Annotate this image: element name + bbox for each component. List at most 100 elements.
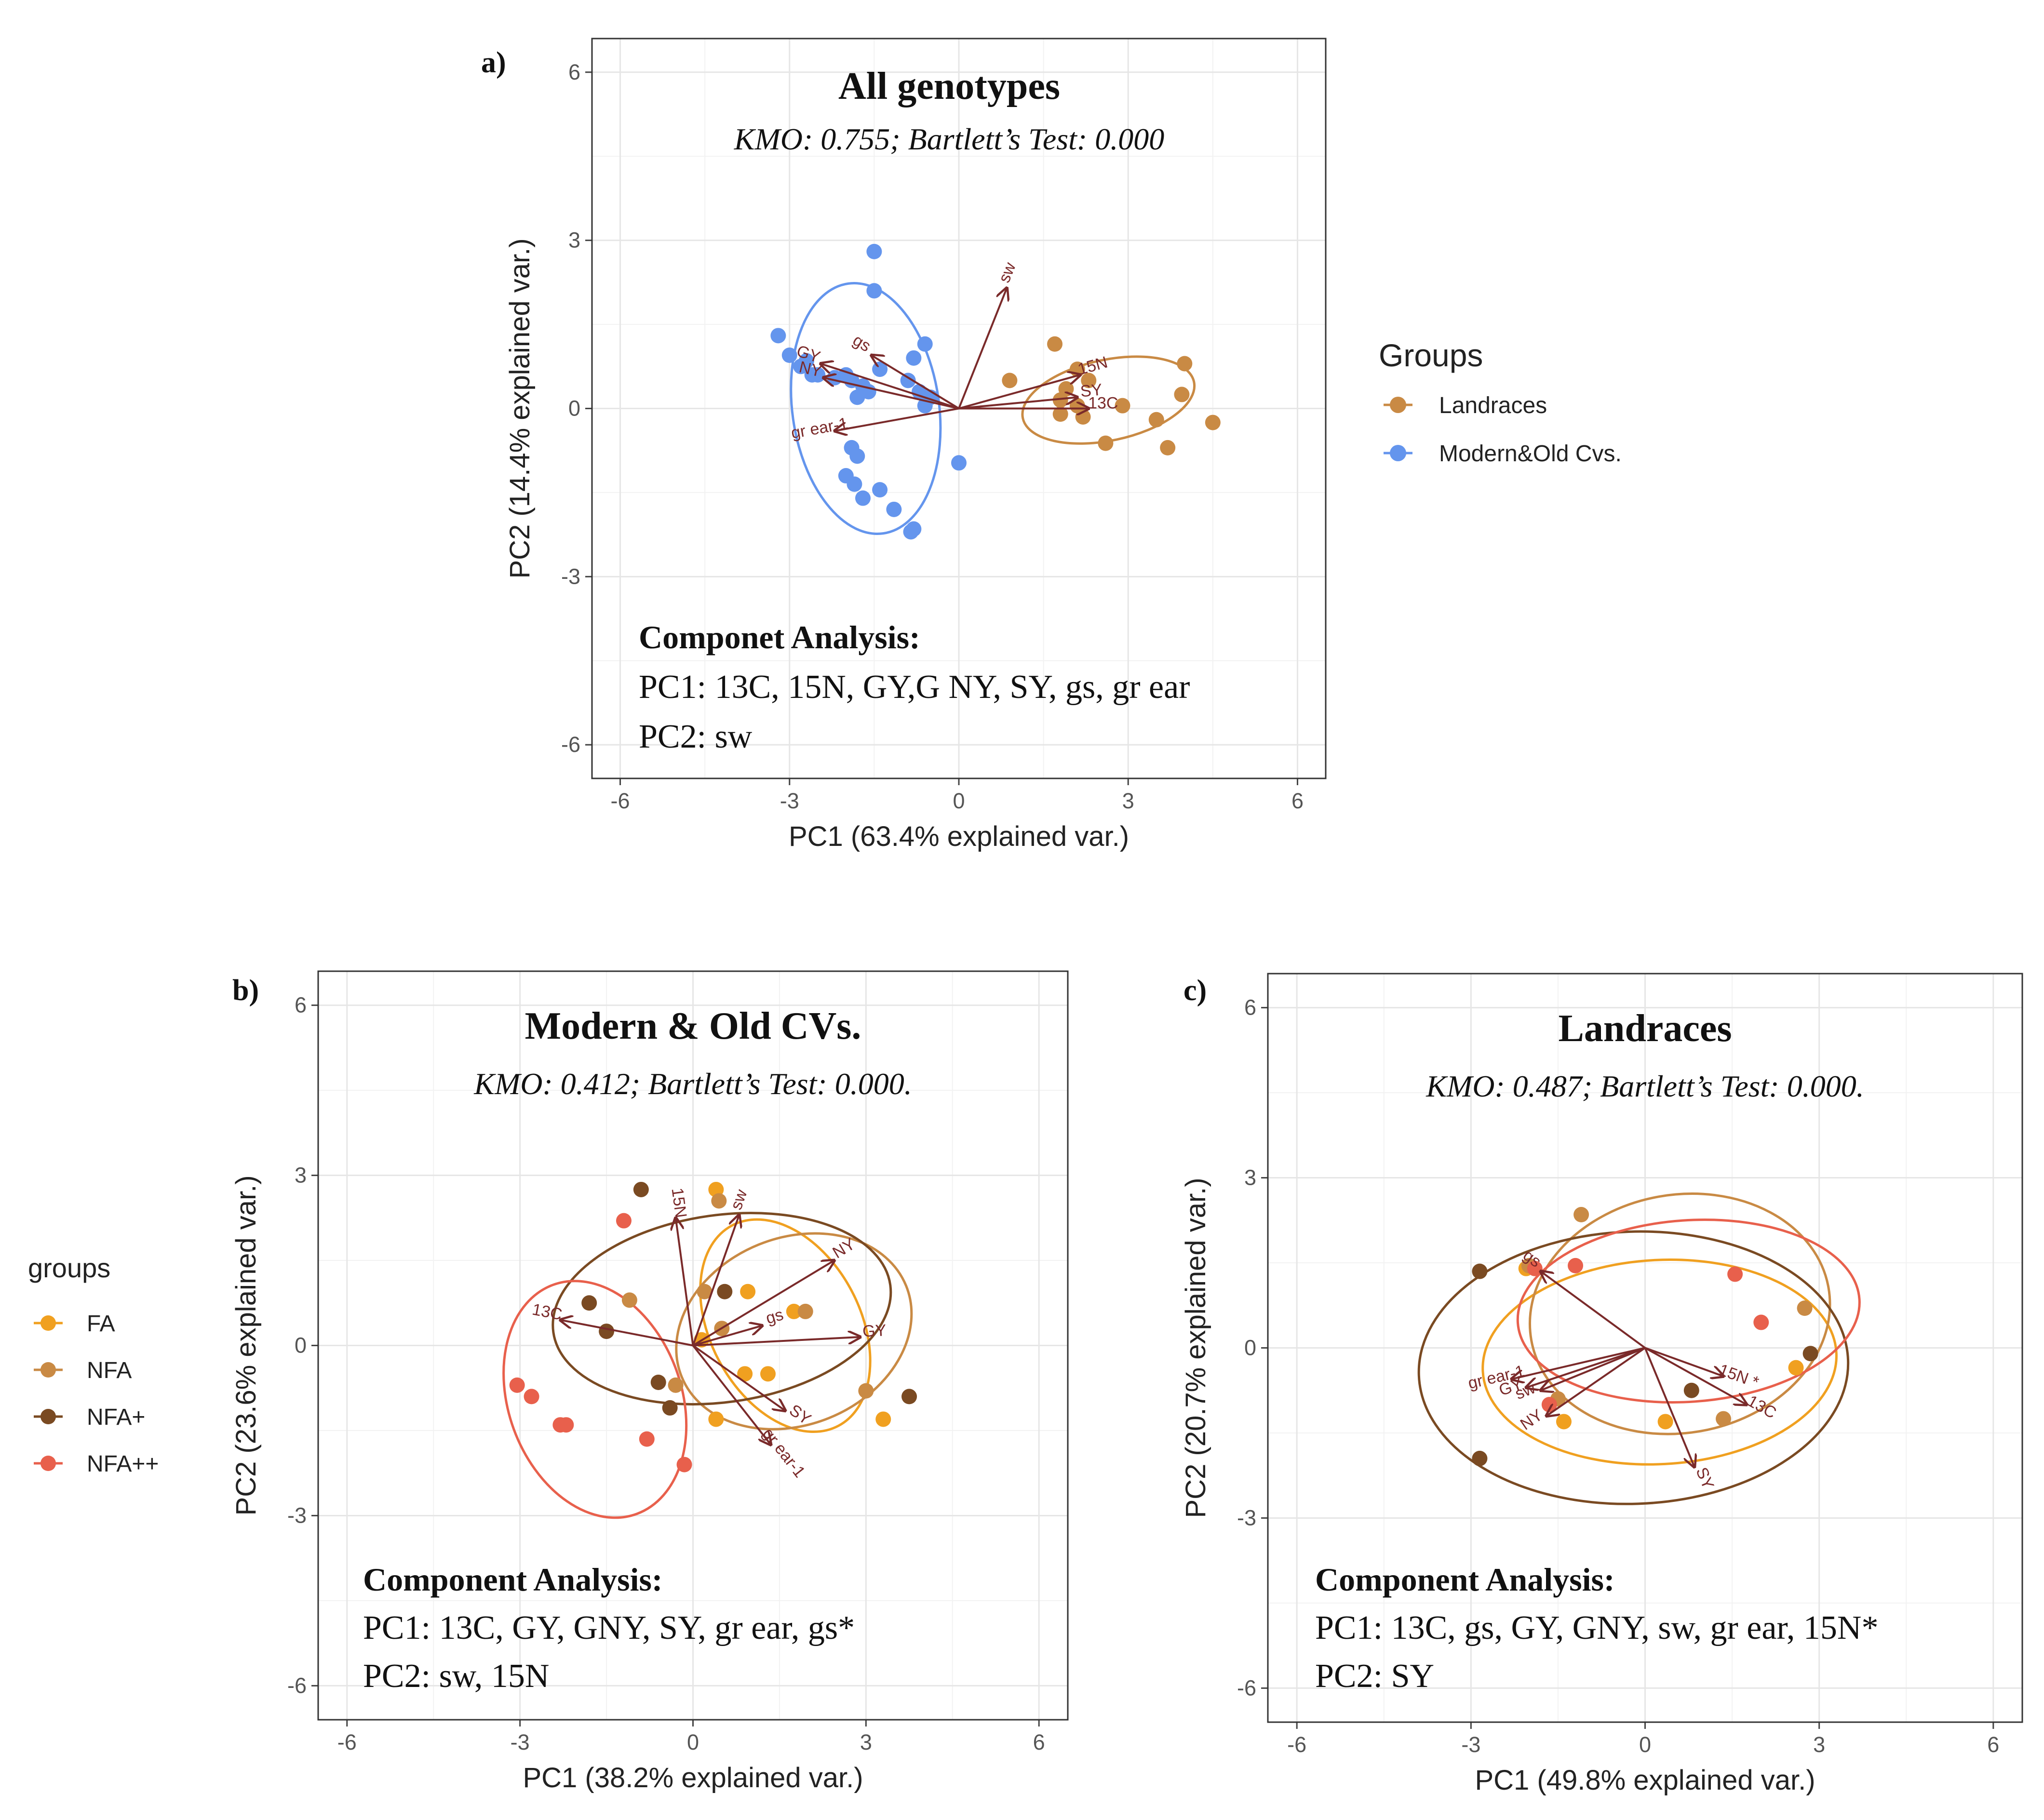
- loading-arrow: [823, 378, 959, 410]
- loading-arrow: [692, 1215, 740, 1346]
- loading-arrow: [834, 407, 959, 431]
- data-point: [639, 1431, 655, 1447]
- annotation-heading: Component Analysis:: [1315, 1561, 1615, 1598]
- ellipse-nfa: [1529, 1192, 1831, 1435]
- data-point: [786, 1303, 802, 1319]
- data-point: [1683, 1382, 1699, 1398]
- loading-arrow: [958, 375, 1080, 410]
- data-point: [901, 1389, 917, 1405]
- x-axis-title: PC1 (63.4% explained var.): [789, 821, 1129, 852]
- x-axis-title: PC1 (49.8% explained var.): [1475, 1765, 1815, 1796]
- y-tick-label: 6: [568, 60, 580, 84]
- data-point: [1052, 392, 1068, 408]
- loading-arrow: [692, 1260, 834, 1347]
- panel-c: -6 -6 -3 -3 0 0 3 3 6 6 PC1 (49.8% explained var.)…: [1180, 973, 2023, 1796]
- y-tick-label: 3: [568, 228, 580, 253]
- annotation-line: PC1: 13C, GY, GNY, SY, gr ear, gs*: [363, 1609, 855, 1646]
- legend-label: Landraces: [1439, 393, 1547, 418]
- data-point: [1205, 415, 1221, 430]
- legend-key-dot: [40, 1362, 56, 1378]
- y-tick-label: 3: [1244, 1165, 1256, 1190]
- data-point: [875, 1411, 891, 1427]
- legend-title-groups: Groups: [1379, 337, 1483, 373]
- data-point: [1098, 435, 1114, 451]
- data-point: [872, 482, 888, 498]
- loading-label: GY: [862, 1321, 887, 1340]
- legend-label: NFA: [87, 1358, 132, 1383]
- x-tick-label: 6: [1987, 1732, 1999, 1757]
- ellipse-nfa-: [1417, 1230, 1850, 1505]
- loading-arrow: [1512, 1347, 1645, 1379]
- x-tick-label: 3: [1813, 1732, 1825, 1757]
- legends: Groups Landraces Modern&Old Cvs. groups FA NF…: [28, 337, 1622, 1477]
- x-tick-label: 3: [860, 1730, 872, 1754]
- ellipse-nfa: [675, 1232, 913, 1431]
- loading-arrow: [958, 288, 1007, 409]
- panel-letter: a): [481, 46, 506, 79]
- data-point: [886, 501, 902, 517]
- y-tick-label: 0: [295, 1333, 307, 1358]
- panel-a: -6 -6 -3 -3 0 0 3 3 6 6 PC1 (63.4% explained var.)…: [481, 38, 1327, 852]
- loading-arrow: [872, 355, 960, 410]
- legend-title-groups-lower: groups: [28, 1253, 110, 1283]
- data-point: [793, 359, 809, 375]
- data-point: [581, 1295, 597, 1311]
- data-point: [1472, 1263, 1488, 1279]
- data-point: [760, 1366, 776, 1382]
- data-point: [1568, 1258, 1584, 1273]
- annotation-line: PC2: SY: [1315, 1658, 1434, 1695]
- data-point: [1002, 373, 1018, 388]
- y-axis-title: PC2 (23.6% explained var.): [230, 1175, 262, 1515]
- data-point: [621, 1292, 637, 1308]
- plot-border: [1267, 973, 2023, 1723]
- data-point: [1115, 398, 1130, 414]
- data-point: [900, 373, 916, 388]
- annotation-line: PC1: 13C, 15N, GY,G NY, SY, gs, gr ear: [639, 669, 1190, 706]
- panel-letter: b): [232, 974, 259, 1007]
- legend-label: NFA+: [87, 1405, 145, 1430]
- y-tick-label: 6: [295, 993, 307, 1017]
- data-point: [708, 1411, 724, 1427]
- x-tick-label: 0: [953, 789, 965, 813]
- data-point: [1802, 1346, 1818, 1362]
- annotation-line: PC2: sw: [639, 718, 753, 755]
- ellipse-nfa-: [551, 1212, 892, 1405]
- legend-label: Modern&Old Cvs.: [1439, 441, 1622, 467]
- x-tick-label: 6: [1033, 1730, 1045, 1754]
- data-point: [1081, 373, 1097, 388]
- x-tick-label: -6: [611, 789, 630, 813]
- y-tick-label: -6: [1237, 1675, 1256, 1700]
- data-point: [917, 336, 933, 352]
- y-tick-label: 0: [1244, 1336, 1256, 1360]
- x-tick-label: 6: [1291, 789, 1304, 813]
- loading-arrow: [1541, 1271, 1646, 1349]
- data-point: [858, 1383, 874, 1399]
- ellipse-nfa-: [1516, 1218, 1861, 1404]
- data-point: [1047, 336, 1063, 352]
- loading-arrow: [1644, 1347, 1724, 1377]
- y-tick-label: 3: [295, 1163, 307, 1188]
- data-point: [770, 328, 786, 344]
- data-point: [697, 1284, 713, 1299]
- data-point: [849, 389, 865, 405]
- data-point: [804, 367, 820, 383]
- data-point: [1753, 1314, 1769, 1330]
- data-point: [711, 1193, 727, 1209]
- data-point: [1657, 1414, 1673, 1430]
- y-tick-label: -3: [287, 1503, 307, 1527]
- data-point: [797, 1303, 813, 1319]
- data-point: [633, 1181, 649, 1197]
- panel-subtitle: KMO: 0.755; Bartlett’s Test: 0.000: [734, 122, 1164, 156]
- data-point: [509, 1377, 525, 1393]
- loading-label: 13C: [1088, 394, 1118, 413]
- data-point: [599, 1324, 615, 1339]
- y-tick-label: -3: [561, 564, 580, 589]
- loading-arrow: [1546, 1347, 1646, 1416]
- data-point: [1174, 387, 1190, 402]
- legend-key-dot: [40, 1409, 56, 1424]
- legend-label: NFA++: [87, 1451, 159, 1477]
- x-tick-label: -6: [1287, 1732, 1306, 1757]
- data-point: [558, 1417, 574, 1433]
- data-point: [903, 524, 919, 540]
